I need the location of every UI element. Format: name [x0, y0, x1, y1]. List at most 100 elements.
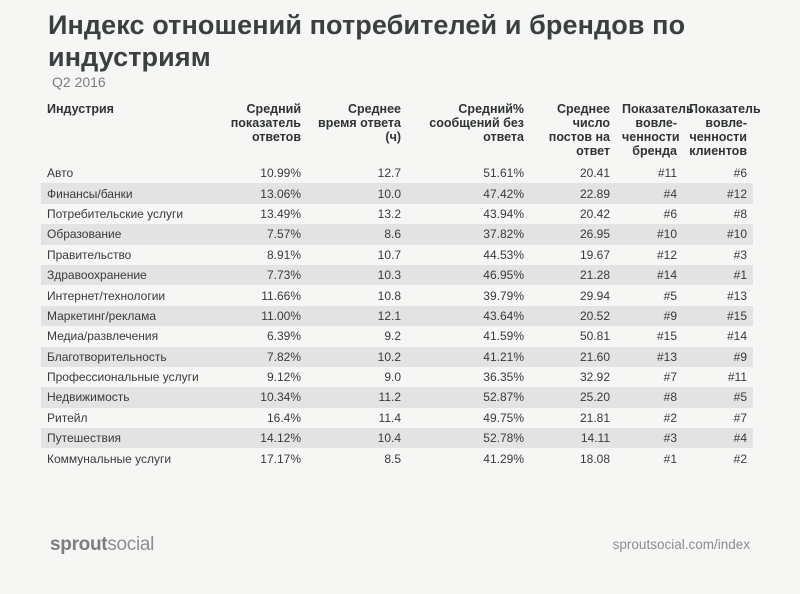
cell-unanswered: 47.42%: [407, 183, 530, 204]
cell-brand-engagement: #6: [663, 206, 677, 221]
table-row: Медиа/развлечения 6.39% 9.2 41.59% 50.81…: [41, 326, 753, 346]
page-title: Индекс отношений потребителей и брендов …: [48, 10, 686, 72]
cell-customer-engagement: #3: [733, 247, 747, 262]
cell-unanswered: 36.35%: [483, 370, 524, 385]
cell-customer-engagement: #14: [726, 329, 747, 344]
cell-response-time: 9.0: [384, 370, 401, 385]
table-row: Образование 7.57% 8.6 37.82% 26.95 #10 #…: [41, 224, 753, 245]
cell-brand-engagement: #14: [616, 264, 683, 286]
cell-customer-engagement: #7: [733, 410, 747, 425]
header-brand-engagement: Показатель вовле-ченности бренда: [622, 102, 694, 158]
cell-brand-engagement: #9: [616, 305, 683, 327]
cell-brand-engagement: #3: [616, 428, 683, 449]
cell-response-time: 8.5: [384, 451, 401, 466]
cell-posts-per-reply: 25.20: [530, 387, 616, 408]
cell-response-time: 10.7: [377, 247, 401, 262]
cell-response-time: 10.4: [307, 428, 407, 449]
cell-customer-engagement: #6: [733, 166, 747, 181]
logo-text-sprout: sprout: [50, 534, 108, 555]
cell-posts-per-reply: 18.08: [579, 451, 610, 466]
cell-response-rate: 6.39%: [266, 329, 301, 344]
cell-industry: Образование: [41, 224, 201, 245]
table-row: Профессиональные услуги 9.12% 9.0 36.35%…: [41, 367, 753, 387]
cell-brand-engagement: #5: [663, 288, 677, 303]
cell-response-rate: 16.4%: [266, 410, 301, 425]
cell-brand-engagement: #8: [616, 387, 683, 408]
table-row: Финансы/банки 13.06% 10.0 47.42% 22.89 #…: [41, 183, 753, 204]
header-response-rate: Средний показатель ответов: [230, 102, 301, 144]
cell-industry: Финансы/банки: [41, 183, 201, 204]
cell-brand-engagement: #2: [663, 410, 677, 425]
cell-response-time: 13.2: [377, 206, 401, 221]
cell-unanswered: 43.64%: [407, 305, 530, 327]
cell-customer-engagement: #11: [727, 370, 747, 385]
cell-customer-engagement: #15: [683, 305, 753, 327]
cell-industry: Авто: [47, 166, 74, 181]
cell-response-time: 11.2: [307, 387, 407, 408]
cell-industry: Благотворительность: [41, 346, 201, 367]
cell-brand-engagement: #13: [616, 346, 683, 367]
cell-brand-engagement: #4: [616, 183, 683, 204]
cell-customer-engagement: #13: [726, 288, 747, 303]
cell-response-time: 9.2: [384, 329, 401, 344]
cell-response-rate: 10.34%: [201, 387, 307, 408]
cell-unanswered: 41.21%: [407, 346, 530, 367]
cell-unanswered: 39.79%: [483, 288, 524, 303]
cell-posts-per-reply: 22.89: [530, 183, 616, 204]
cell-unanswered: 43.94%: [483, 206, 524, 221]
cell-posts-per-reply: 19.67: [579, 247, 610, 262]
cell-response-time: 11.4: [378, 410, 401, 425]
table-row: Интернет/технологии 11.66% 10.8 39.79% 2…: [41, 285, 753, 305]
footer-url: sproutsocial.com/index: [612, 537, 750, 552]
cell-industry: Профессиональные услуги: [47, 370, 199, 385]
cell-response-rate: 8.91%: [266, 247, 301, 262]
table-row: Ритейл 16.4% 11.4 49.75% 21.81 #2 #7: [41, 408, 753, 428]
cell-customer-engagement: #9: [683, 346, 753, 367]
cell-posts-per-reply: 20.41: [579, 166, 610, 181]
cell-posts-per-reply: 50.81: [579, 329, 610, 344]
cell-posts-per-reply: 21.28: [530, 264, 616, 286]
cell-unanswered: 46.95%: [407, 264, 530, 286]
cell-posts-per-reply: 20.42: [579, 206, 610, 221]
header-response-time: Среднее время ответа (ч): [318, 102, 401, 144]
cell-industry: Правительство: [47, 247, 132, 262]
industry-index-table: Индустрия Средний показатель ответов Сре…: [41, 99, 761, 469]
cell-brand-engagement: #10: [616, 224, 683, 245]
table-row: Авто 10.99% 12.7 51.61% 20.41 #11 #6: [41, 163, 753, 183]
cell-response-rate: 13.49%: [260, 206, 301, 221]
cell-industry: Коммунальные услуги: [47, 451, 172, 466]
cell-response-rate: 9.12%: [266, 370, 301, 385]
cell-brand-engagement: #12: [656, 247, 677, 262]
header-industry: Индустрия: [47, 102, 114, 116]
table-header-row: Индустрия Средний показатель ответов Сре…: [41, 99, 761, 163]
cell-customer-engagement: #10: [683, 224, 753, 245]
cell-unanswered: 49.75%: [483, 410, 524, 425]
cell-industry: Интернет/технологии: [47, 288, 166, 303]
cell-industry: Потребительские услуги: [47, 206, 184, 221]
cell-response-rate: 7.82%: [201, 346, 307, 367]
header-customer-engagement: Показатель вовле-ченности клиентов: [689, 102, 761, 158]
header-posts-per-reply: Среднее число постов на ответ: [548, 102, 610, 158]
cell-response-rate: 13.06%: [201, 183, 307, 204]
cell-response-time: 10.8: [377, 288, 401, 303]
header-unanswered: Средний% сообщений без ответа: [429, 102, 524, 144]
cell-response-rate: 11.66%: [261, 288, 301, 303]
cell-industry: Медиа/развлечения: [47, 329, 159, 344]
cell-brand-engagement: #1: [663, 451, 677, 466]
cell-response-time: 10.2: [307, 346, 407, 367]
table-row: Здравоохранение 7.73% 10.3 46.95% 21.28 …: [41, 264, 753, 286]
table-row: Благотворительность 7.82% 10.2 41.21% 21…: [41, 346, 753, 367]
cell-customer-engagement: #1: [683, 264, 753, 286]
cell-industry: Путешествия: [41, 428, 201, 449]
cell-unanswered: 44.53%: [483, 247, 524, 262]
cell-posts-per-reply: 32.92: [579, 370, 610, 385]
cell-brand-engagement: #7: [663, 370, 677, 385]
cell-posts-per-reply: 29.94: [579, 288, 610, 303]
cell-industry: Ритейл: [47, 410, 88, 425]
logo-text-social: social: [107, 534, 155, 555]
cell-unanswered: 52.78%: [407, 428, 530, 449]
cell-industry: Недвижимость: [41, 387, 201, 408]
cell-unanswered: 52.87%: [407, 387, 530, 408]
cell-customer-engagement: #12: [683, 183, 753, 204]
